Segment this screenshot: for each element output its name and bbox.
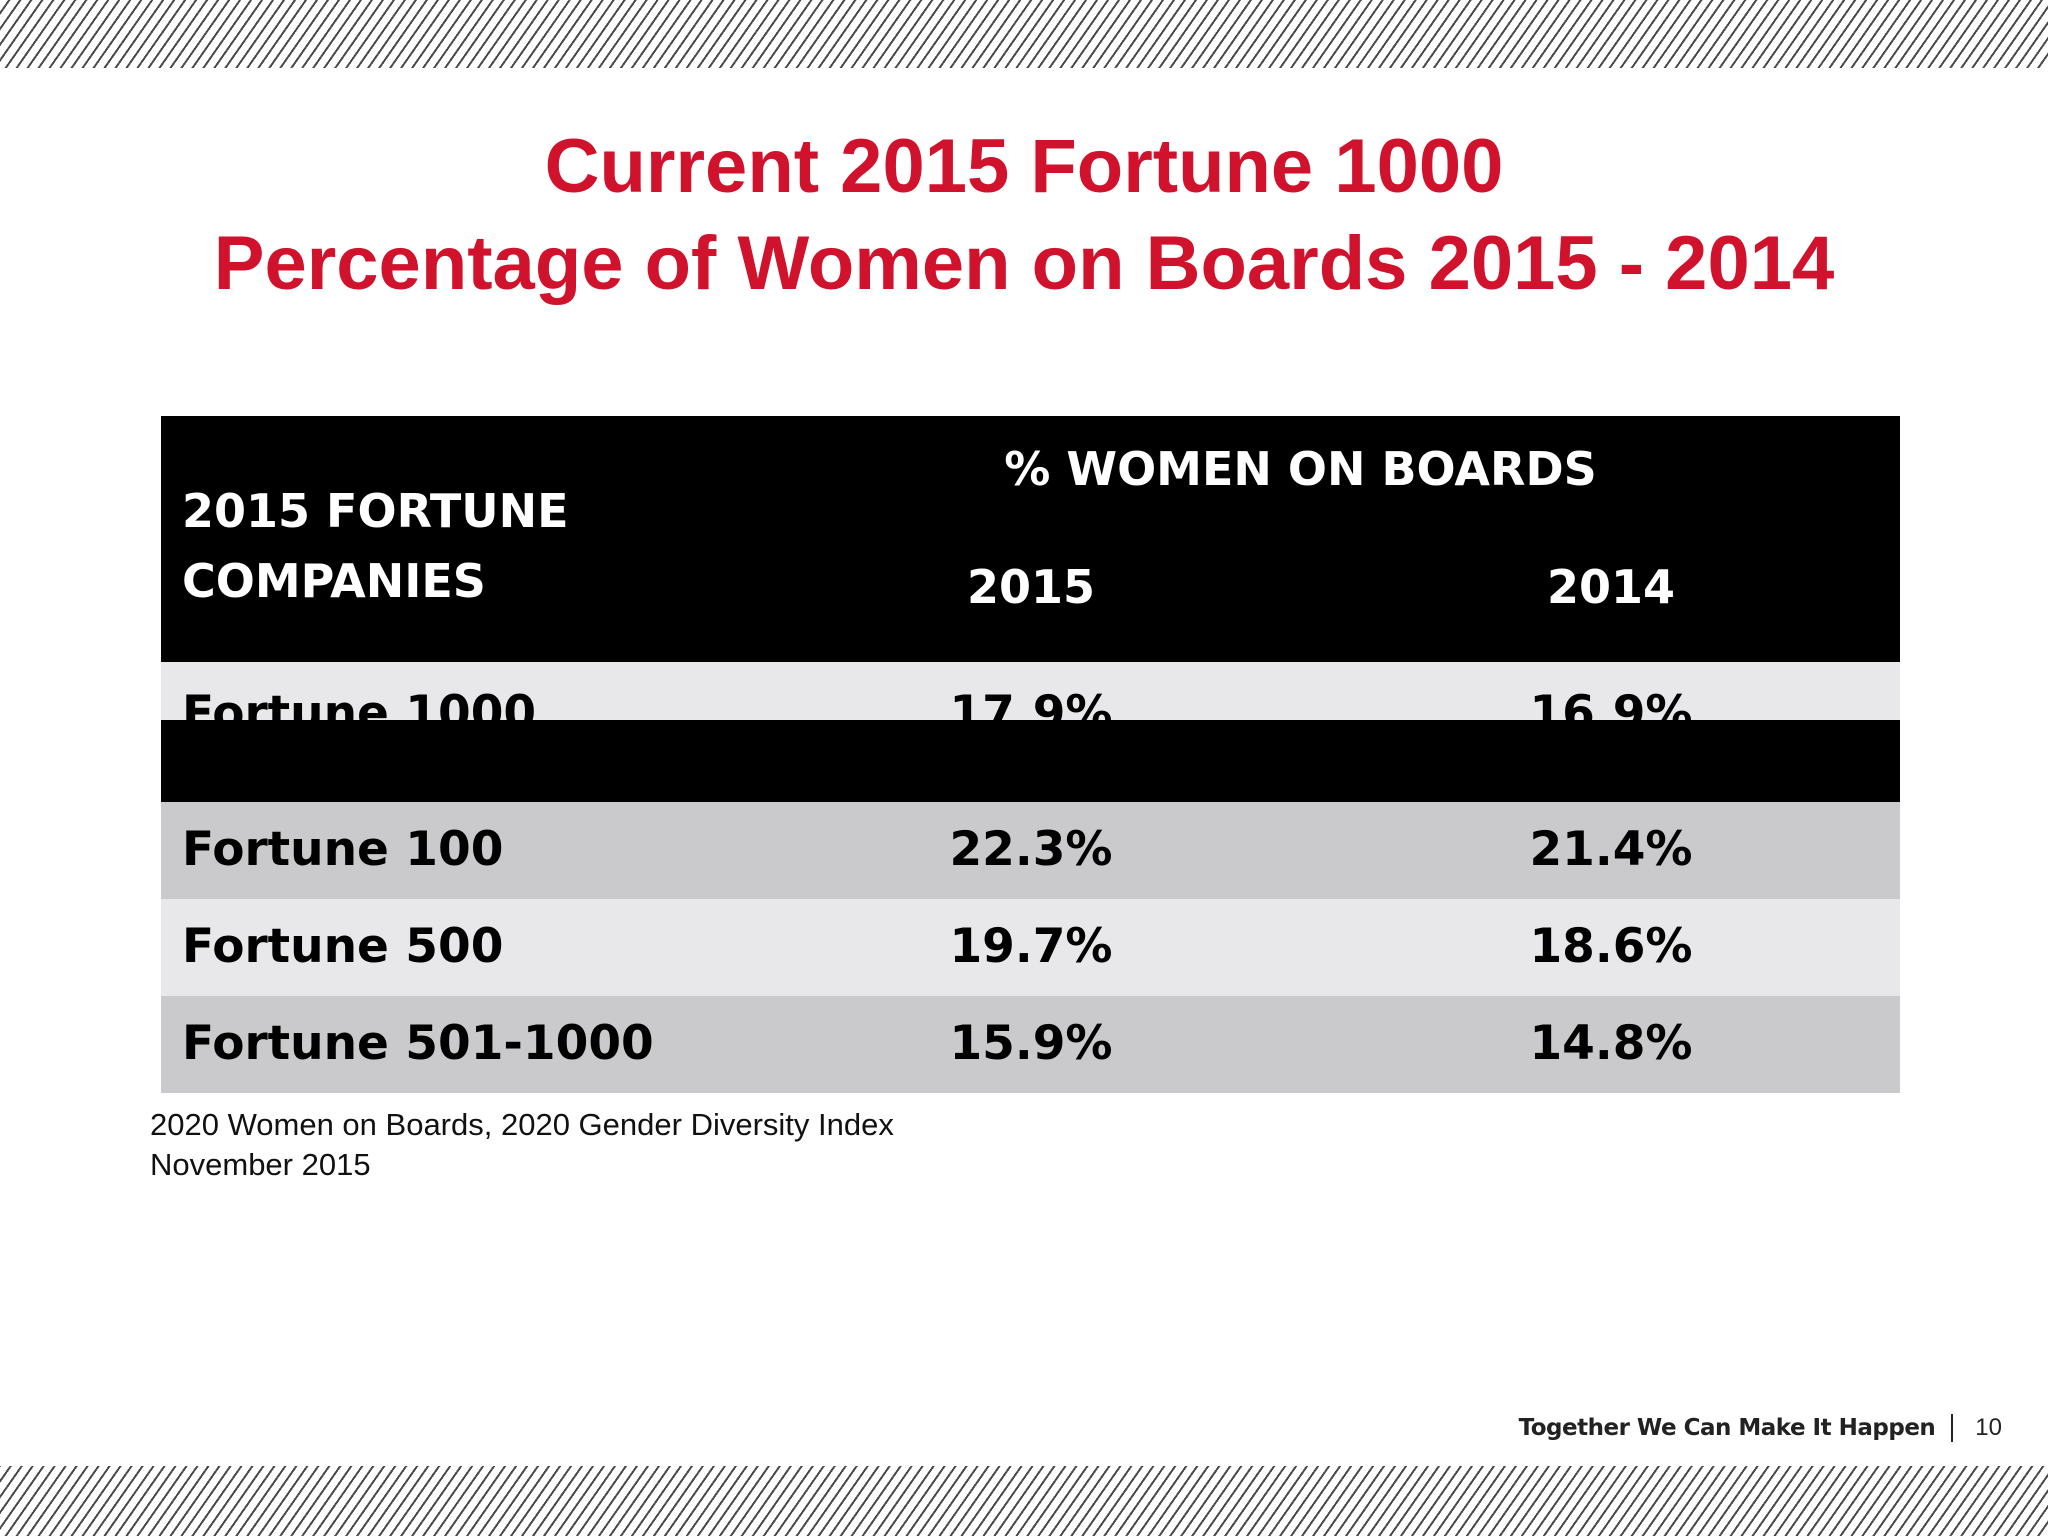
slide-title: Current 2015 Fortune 1000 Percentage of … (0, 118, 2048, 312)
table-row: Fortune 100 22.3% 21.4% (161, 802, 1900, 899)
company-cell: Fortune 501-1000 (182, 1016, 654, 1071)
table-row: Fortune 501-1000 15.9% 14.8% (161, 996, 1900, 1093)
slide-title-line1: Current 2015 Fortune 1000 (544, 124, 1504, 209)
pct-2014-cell: 16.9% (1529, 686, 1693, 720)
pct-2015-cell: 22.3% (949, 822, 1113, 877)
footer-separator (1951, 1414, 1954, 1442)
year-2015-column-header: 2015 (966, 560, 1096, 614)
pct-2015-cell: 19.7% (949, 919, 1113, 974)
top-hatch-border (0, 0, 2048, 68)
source-note: 2020 Women on Boards, 2020 Gender Divers… (150, 1105, 894, 1185)
bottom-hatch-border (0, 1466, 2048, 1536)
companies-header-line2: COMPANIES (182, 554, 486, 608)
source-line2: November 2015 (150, 1147, 371, 1182)
year-2014-column-header: 2014 (1546, 560, 1676, 614)
company-cell: Fortune 500 (182, 919, 504, 974)
table-header: 2015 FORTUNE COMPANIES % WOMEN ON BOARDS… (161, 416, 1900, 662)
companies-header-line1: 2015 FORTUNE (182, 484, 569, 538)
black-divider-bar (161, 720, 1900, 802)
table-row: Fortune 500 19.7% 18.6% (161, 899, 1900, 996)
source-line1: 2020 Women on Boards, 2020 Gender Divers… (150, 1107, 894, 1142)
women-on-boards-table: 2015 FORTUNE COMPANIES % WOMEN ON BOARDS… (161, 416, 1900, 1093)
pct-2014-cell: 18.6% (1529, 919, 1693, 974)
pct-2014-cell: 21.4% (1529, 822, 1693, 877)
pct-2015-cell: 17.9% (949, 686, 1113, 720)
company-cell: Fortune 100 (182, 822, 504, 877)
pct-2014-cell: 14.8% (1529, 1016, 1693, 1071)
companies-column-header: 2015 FORTUNE COMPANIES (182, 476, 702, 616)
footer-tagline: Together We Can Make It Happen (1518, 1415, 1936, 1441)
table-row: Fortune 1000 17.9% 16.9% (161, 662, 1900, 720)
page-number: 10 (1975, 1414, 2002, 1441)
slide-footer: Together We Can Make It Happen 10 (1519, 1408, 2002, 1448)
slide-title-line2: Percentage of Women on Boards 2015 - 201… (213, 221, 1835, 306)
women-on-boards-group-header: % WOMEN ON BOARDS (1004, 442, 1597, 496)
pct-2015-cell: 15.9% (949, 1016, 1113, 1071)
company-cell: Fortune 1000 (182, 686, 537, 720)
